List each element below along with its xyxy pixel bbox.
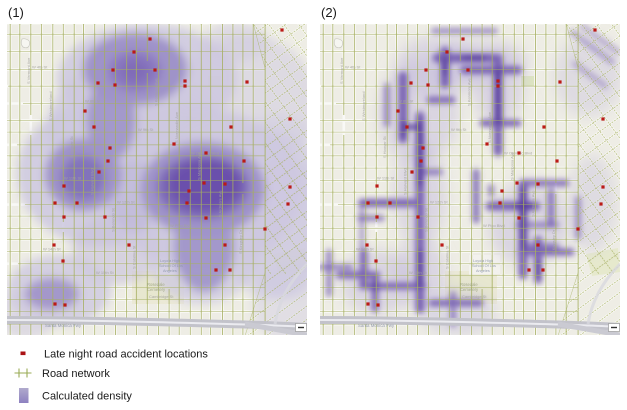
svg-text:Road network: Road network <box>42 368 110 380</box>
svg-text:Calculated density: Calculated density <box>42 391 132 403</box>
svg-text:(1): (1) <box>8 5 24 20</box>
svg-text:(2): (2) <box>321 5 337 20</box>
svg-text:Late night road accident locat: Late night road accident locations <box>44 349 208 361</box>
